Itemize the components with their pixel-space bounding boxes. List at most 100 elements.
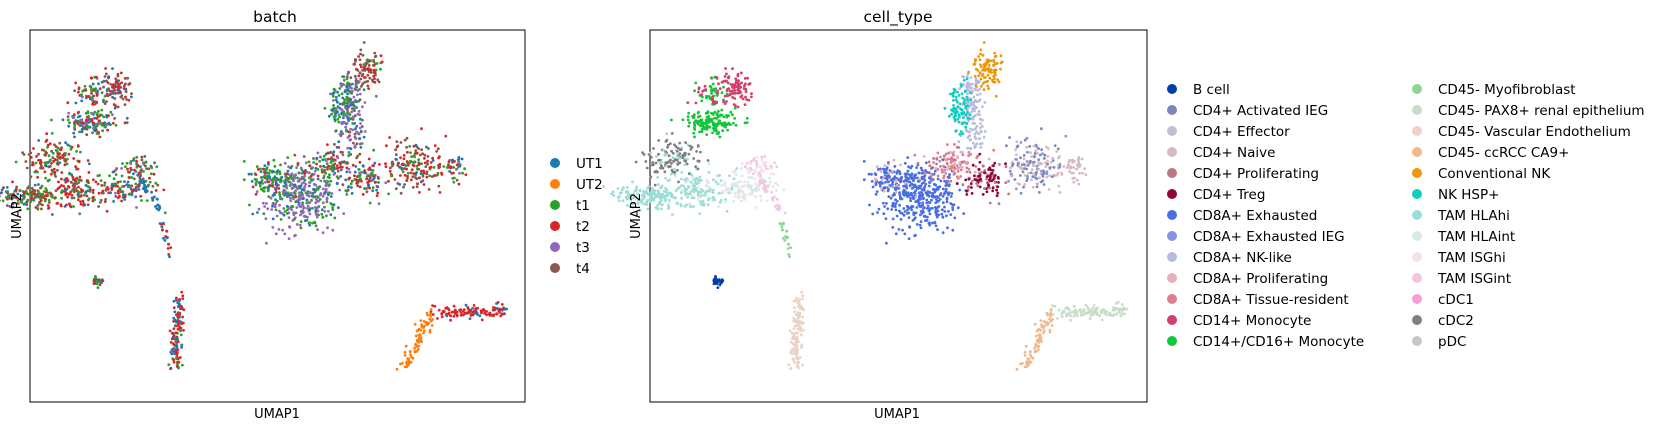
point-cd14-cd16-monocyte	[729, 110, 733, 114]
point-tam-hlahi	[657, 190, 660, 194]
point-cd14-cd16-monocyte	[745, 116, 749, 120]
point-t3	[295, 223, 299, 226]
point-conventional-nk	[986, 84, 990, 88]
point-t3	[344, 106, 348, 110]
point-t2	[254, 173, 258, 177]
point-t1	[88, 84, 92, 88]
point-cd8a-exhausted	[886, 207, 890, 211]
point-t1	[356, 89, 360, 92]
point-ut1	[478, 314, 482, 318]
point-cd8a-exhausted	[935, 197, 938, 201]
legend-marker-cd8a-exhausted-ieg	[1167, 231, 1177, 241]
point-cd45-ccrcc-ca9	[1027, 359, 1031, 363]
point-cd8a-nk-like	[979, 129, 983, 133]
point-t2	[172, 360, 176, 364]
point-cd8a-proliferating	[959, 165, 962, 169]
point-t2	[335, 164, 339, 168]
point-cd8a-proliferating	[952, 150, 956, 154]
point-t3	[308, 181, 311, 184]
point-t2	[181, 315, 185, 319]
point-t1	[340, 112, 344, 116]
point-t3	[325, 197, 329, 201]
point-t2	[480, 318, 484, 322]
point-ut1	[87, 162, 91, 166]
point-cd8a-exhausted	[895, 214, 899, 218]
point-ut1	[33, 183, 37, 187]
point-t4	[329, 150, 332, 154]
point-t2	[127, 176, 131, 179]
point-t1	[125, 161, 129, 165]
point-cdc2	[669, 158, 672, 162]
point-t2	[379, 54, 383, 58]
point-cd4-naive	[1046, 159, 1049, 163]
point-cd14-cd16-monocyte	[713, 110, 717, 114]
point-cd4-activated-ieg	[1038, 153, 1042, 157]
point-t1	[38, 192, 42, 196]
point-t2	[78, 175, 82, 179]
point-cd8a-exhausted	[893, 204, 897, 208]
point-tam-hlahi	[660, 207, 663, 211]
point-tam-hlahi	[617, 199, 621, 203]
point-t4	[47, 201, 51, 204]
point-cd4-treg	[977, 174, 981, 178]
point-t2	[426, 159, 429, 163]
point-t1	[357, 168, 361, 171]
point-t2	[98, 283, 102, 287]
point-t2	[43, 170, 47, 174]
point-t2	[66, 195, 69, 199]
point-ut1	[468, 317, 472, 321]
point-cd4-proliferating	[968, 170, 972, 174]
legend-marker-cd14-monocyte	[1167, 315, 1177, 325]
point-t1	[134, 182, 138, 186]
point-ut1	[349, 147, 353, 151]
point-t2	[160, 228, 164, 232]
point-t1	[275, 199, 279, 203]
point-ut1	[11, 205, 15, 209]
point-cd8a-nk-like	[974, 77, 978, 81]
point-t4	[363, 69, 367, 72]
point-cd8a-tissue-resident	[961, 153, 965, 157]
point-t3	[288, 225, 292, 229]
point-ut1	[300, 188, 304, 192]
point-t1	[292, 217, 296, 221]
point-ut1	[139, 165, 142, 169]
point-nk-hsp	[952, 99, 955, 102]
point-t1	[135, 155, 139, 159]
point-t1	[285, 212, 289, 215]
point-ut1	[88, 97, 92, 101]
point-cd4-treg	[993, 174, 997, 177]
point-tam-hlahi	[680, 171, 684, 174]
legend-marker-cd4-activated-ieg	[1167, 105, 1177, 115]
point-t2	[395, 145, 399, 149]
point-cd8a-nk-like	[974, 79, 978, 83]
point-t2	[60, 184, 63, 187]
point-cd4-activated-ieg	[1016, 163, 1020, 167]
point-cd14-monocyte	[734, 81, 738, 84]
point-ut1	[130, 95, 133, 99]
point-t1	[461, 171, 464, 175]
point-cd14-cd16-monocyte	[717, 119, 721, 123]
point-cd45-vascular-endothelium	[796, 340, 800, 343]
point-t2	[32, 147, 35, 150]
point-tam-hlahi	[664, 152, 667, 156]
point-cd8a-nk-like	[970, 101, 974, 104]
point-t1	[346, 81, 350, 85]
point-cd8a-exhausted	[925, 191, 929, 195]
point-t1	[264, 175, 268, 179]
point-t2	[120, 199, 123, 203]
point-ut1	[375, 188, 378, 192]
point-t3	[346, 146, 350, 150]
point-tam-isghi	[756, 187, 760, 190]
point-ut1	[84, 191, 87, 195]
point-tam-hlahi	[713, 198, 716, 202]
point-cd8a-exhausted	[904, 178, 908, 181]
point-t3	[324, 184, 328, 188]
point-cd14-monocyte	[722, 100, 725, 103]
point-tam-hlaint	[723, 181, 727, 185]
point-t1	[332, 115, 336, 119]
point-cd14-cd16-monocyte	[692, 113, 696, 117]
point-t1	[97, 109, 100, 113]
point-conventional-nk	[996, 78, 1000, 82]
point-cd45-ccrcc-ca9	[1049, 319, 1053, 323]
point-t3	[292, 185, 296, 189]
